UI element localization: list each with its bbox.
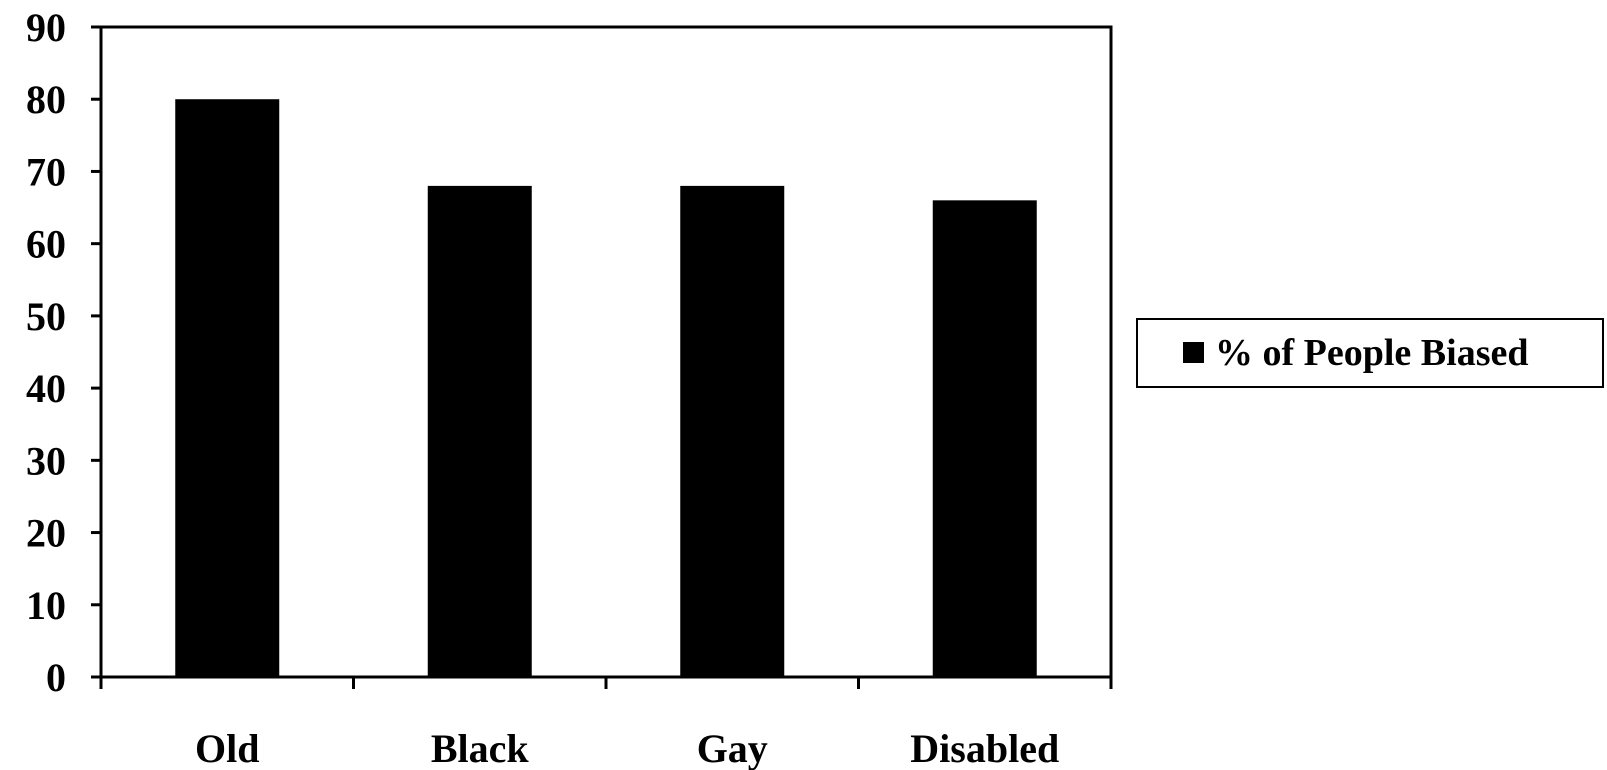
y-axis: 0 10 20 30 40 50 60 70 80 90	[26, 5, 101, 700]
y-tick-label: 40	[26, 366, 66, 411]
y-tick-label: 60	[26, 222, 66, 267]
x-category-label: Gay	[697, 726, 768, 770]
bar-black	[427, 185, 532, 677]
y-tick-label: 90	[26, 5, 66, 50]
x-axis: Old Black Gay Disabled	[99, 677, 1113, 770]
x-category-label: Disabled	[910, 726, 1059, 770]
y-tick-label: 30	[26, 438, 66, 483]
y-tick-label: 50	[26, 294, 66, 339]
x-category-label: Black	[431, 726, 530, 770]
y-tick-label: 20	[26, 511, 66, 556]
legend: % of People Biased	[1136, 318, 1604, 388]
bar-old	[175, 99, 280, 677]
y-tick-label: 0	[46, 655, 66, 700]
legend-swatch	[1183, 342, 1204, 363]
y-tick-label: 10	[26, 583, 66, 628]
bar-disabled	[932, 200, 1037, 678]
legend-box	[1136, 318, 1604, 388]
bars-group	[175, 99, 1037, 678]
y-tick-label: 70	[26, 149, 66, 194]
x-category-label: Old	[195, 726, 259, 770]
y-tick-label: 80	[26, 77, 66, 122]
legend-label: % of People Biased	[1215, 332, 1528, 374]
bar-gay	[680, 185, 785, 677]
